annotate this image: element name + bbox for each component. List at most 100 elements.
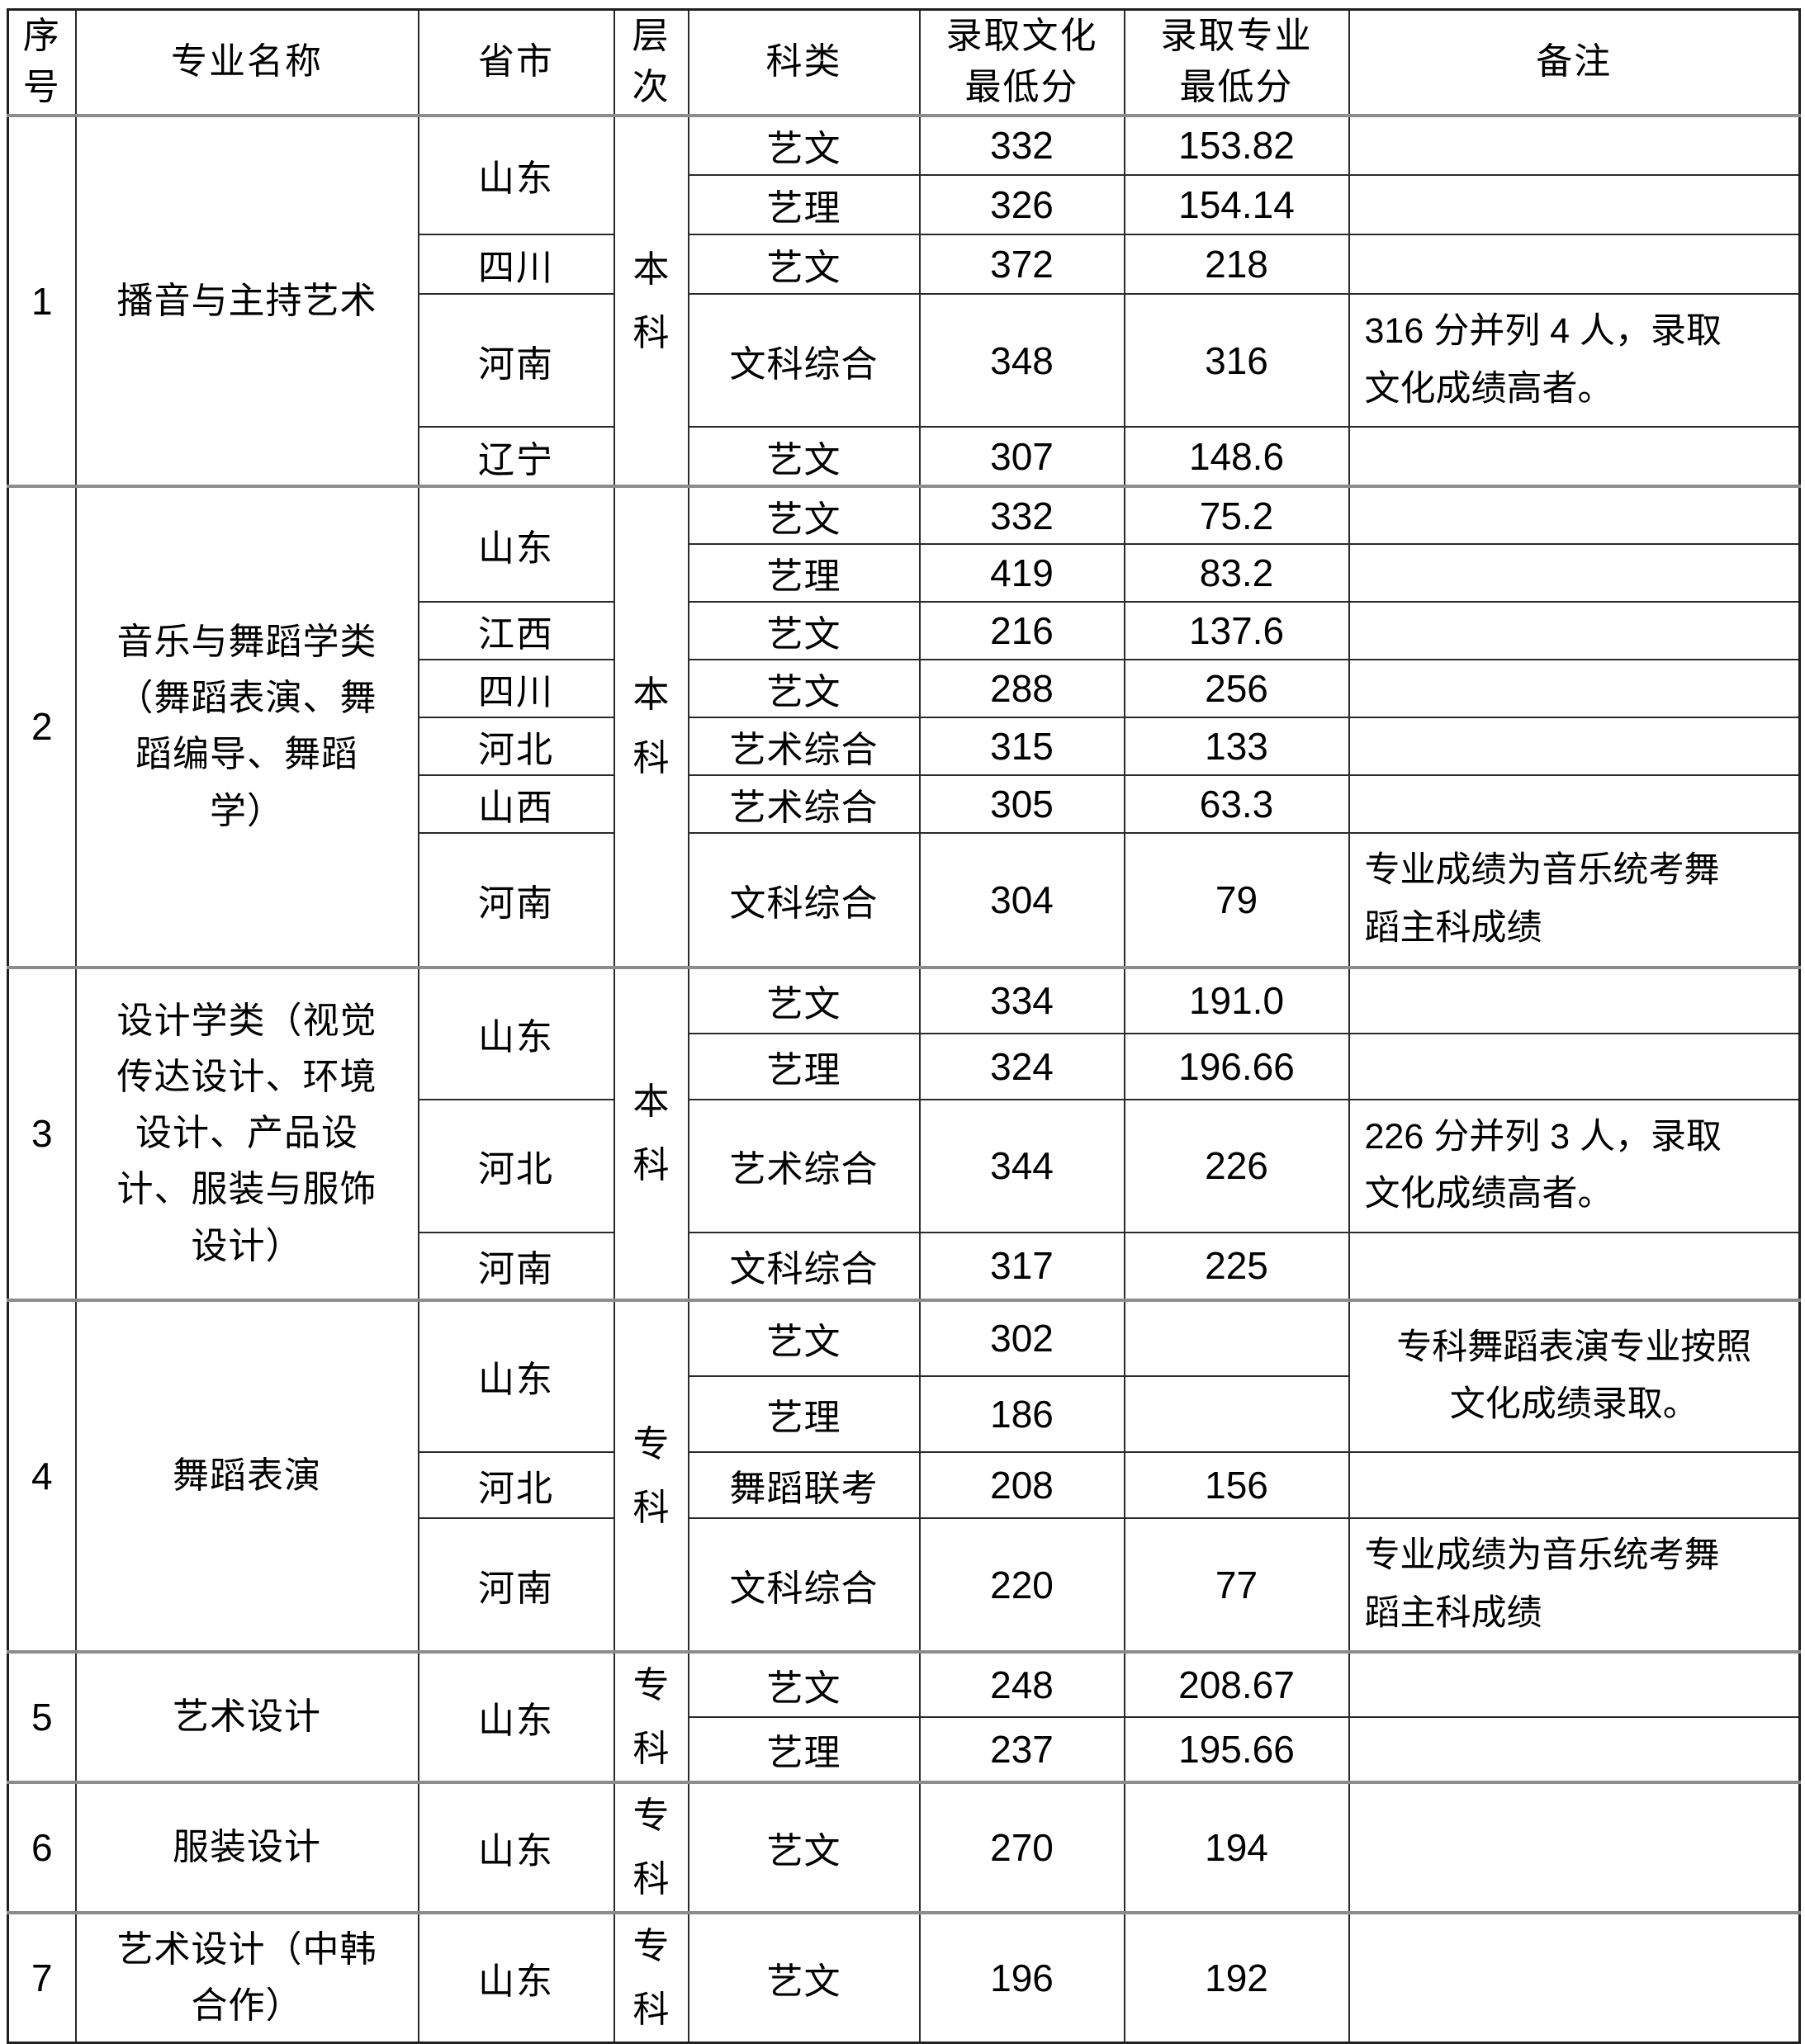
table-row: 河北 舞蹈联考 208 156 xyxy=(8,1450,1801,1519)
seq-cell: 5 xyxy=(7,1650,77,1784)
seq-cell: 3 xyxy=(7,965,77,1301)
major-score-cell: 83.2 xyxy=(1123,543,1350,603)
major-score-cell: 153.82 xyxy=(1123,113,1350,176)
remark-cell: 专业成绩为音乐统考舞 蹈主科成绩 xyxy=(1348,832,1801,968)
culture-score-cell: 288 xyxy=(918,659,1125,719)
major-score-cell: 148.6 xyxy=(1123,426,1350,488)
col-header-level: 层 次 xyxy=(613,8,689,116)
province-cell: 山东 xyxy=(417,1298,615,1453)
major-cell: 艺术设计 xyxy=(74,1650,419,1784)
col-header-province: 省市 xyxy=(417,8,615,116)
major-cell: 音乐与舞蹈学类 （舞蹈表演、舞 蹈编导、舞蹈 学） xyxy=(74,485,419,968)
table-row: 辽宁 艺文 307 148.6 xyxy=(8,426,1801,488)
seq-cell: 7 xyxy=(7,1911,77,2044)
remark-cell xyxy=(1348,1911,1801,2044)
category-cell: 舞蹈联考 xyxy=(687,1450,921,1519)
category-cell: 艺理 xyxy=(687,543,921,603)
remark-cell xyxy=(1348,543,1801,603)
culture-score-cell: 307 xyxy=(918,426,1125,488)
major-score-cell xyxy=(1123,1374,1350,1453)
major-score-cell: 191.0 xyxy=(1123,965,1350,1034)
table-row: 4 舞蹈表演 山东 专 科 艺文 302 专科舞蹈表演专业按照 文化成绩录取。 xyxy=(7,1298,1801,1654)
remark-cell xyxy=(1348,774,1801,835)
category-cell: 艺理 xyxy=(687,1716,921,1784)
category-cell: 艺文 xyxy=(687,426,921,488)
category-cell: 文科综合 xyxy=(687,832,921,968)
province-cell: 山东 xyxy=(417,1650,615,1784)
culture-score-cell: 196 xyxy=(918,1911,1125,2044)
level-cell: 本 科 xyxy=(613,113,689,488)
major-cell: 播音与主持艺术 xyxy=(74,113,419,488)
category-cell: 艺理 xyxy=(687,1374,921,1453)
table-row: 江西 艺文 216 137.6 xyxy=(8,601,1801,661)
category-cell: 艺理 xyxy=(687,1032,921,1100)
province-cell: 山东 xyxy=(417,1781,615,1914)
major-score-cell: 154.14 xyxy=(1123,173,1350,235)
culture-score-cell: 324 xyxy=(918,1032,1125,1100)
category-cell: 文科综合 xyxy=(687,1516,921,1654)
col-header-major: 专业名称 xyxy=(74,8,419,116)
category-cell: 艺术综合 xyxy=(687,1098,921,1233)
major-score-cell: 79 xyxy=(1123,832,1350,968)
culture-score-cell: 305 xyxy=(918,774,1125,835)
table-row: 艺理 324 196.66 xyxy=(8,1032,1801,1100)
remark-cell xyxy=(1348,1716,1801,1784)
table-row: 河南 文科综合 348 316 316 分并列 4 人，录取 文化成绩高者。 xyxy=(8,292,1801,428)
category-cell: 艺文 xyxy=(687,659,921,719)
category-cell: 艺文 xyxy=(687,1298,921,1377)
table-row: 河南 文科综合 317 225 xyxy=(8,1231,1801,1301)
admission-scores-table: 序 号 专业名称 省市 层 次 科类 录取文化 最低分 录取专业 最低分 备注 … xyxy=(7,8,1801,2044)
remark-cell xyxy=(1348,113,1801,176)
remark-cell xyxy=(1348,659,1801,719)
province-cell: 河北 xyxy=(417,717,615,777)
major-score-cell: 137.6 xyxy=(1123,601,1350,661)
province-cell: 山西 xyxy=(417,774,615,835)
major-score-cell: 256 xyxy=(1123,659,1350,719)
category-cell: 艺文 xyxy=(687,113,921,176)
culture-score-cell: 315 xyxy=(918,717,1125,777)
major-score-cell: 156 xyxy=(1123,1450,1350,1519)
category-cell: 艺理 xyxy=(687,173,921,235)
category-cell: 文科综合 xyxy=(687,292,921,428)
province-cell: 河南 xyxy=(417,1516,615,1654)
category-cell: 艺文 xyxy=(687,601,921,661)
province-cell: 山东 xyxy=(417,1911,615,2044)
major-score-cell: 75.2 xyxy=(1123,485,1350,546)
major-score-cell: 226 xyxy=(1123,1098,1350,1233)
category-cell: 艺术综合 xyxy=(687,717,921,777)
table-row: 艺理 419 83.2 xyxy=(8,543,1801,603)
category-cell: 艺术综合 xyxy=(687,774,921,835)
province-cell: 四川 xyxy=(417,233,615,295)
culture-score-cell: 208 xyxy=(918,1450,1125,1519)
remark-cell xyxy=(1348,233,1801,295)
major-score-cell: 316 xyxy=(1123,292,1350,428)
category-cell: 艺文 xyxy=(687,1781,921,1914)
remark-cell: 专业成绩为音乐统考舞 蹈主科成绩 xyxy=(1348,1516,1801,1654)
major-cell: 舞蹈表演 xyxy=(74,1298,419,1654)
level-cell: 专 科 xyxy=(613,1911,689,2044)
culture-score-cell: 332 xyxy=(918,113,1125,176)
seq-cell: 2 xyxy=(7,485,77,968)
table-row: 四川 艺文 372 218 xyxy=(8,233,1801,295)
culture-score-cell: 186 xyxy=(918,1374,1125,1453)
culture-score-cell: 348 xyxy=(918,292,1125,428)
table-row: 四川 艺文 288 256 xyxy=(8,659,1801,719)
table-row: 河南 文科综合 304 79 专业成绩为音乐统考舞 蹈主科成绩 xyxy=(8,832,1801,968)
major-score-cell: 225 xyxy=(1123,1231,1350,1301)
major-score-cell: 63.3 xyxy=(1123,774,1350,835)
major-score-cell: 192 xyxy=(1123,1911,1350,2044)
remark-cell xyxy=(1348,485,1801,546)
major-score-cell: 208.67 xyxy=(1123,1650,1350,1719)
level-cell: 本 科 xyxy=(613,965,689,1301)
table-row: 艺理 186 xyxy=(8,1374,1800,1453)
major-cell: 艺术设计（中韩 合作） xyxy=(74,1911,419,2044)
province-cell: 河北 xyxy=(417,1450,615,1519)
remark-cell xyxy=(1348,1032,1801,1100)
category-cell: 文科综合 xyxy=(687,1231,921,1301)
province-cell: 山东 xyxy=(417,485,615,603)
page: 序 号 专业名称 省市 层 次 科类 录取文化 最低分 录取专业 最低分 备注 … xyxy=(7,8,1801,2044)
table-row: 河南 文科综合 220 77 专业成绩为音乐统考舞 蹈主科成绩 xyxy=(8,1516,1801,1654)
major-score-cell: 194 xyxy=(1123,1781,1350,1914)
remark-cell: 专科舞蹈表演专业按照 文化成绩录取。 xyxy=(1348,1298,1801,1453)
province-cell: 河北 xyxy=(417,1098,615,1233)
